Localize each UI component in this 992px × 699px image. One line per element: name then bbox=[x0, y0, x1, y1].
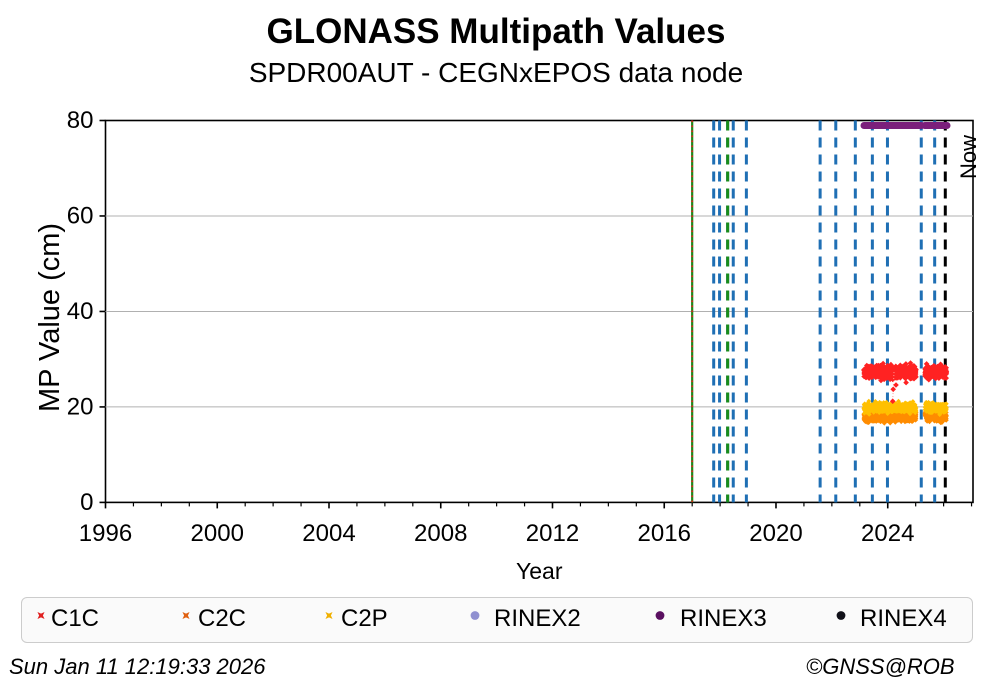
svg-text:60: 60 bbox=[67, 202, 94, 229]
svg-text:Year: Year bbox=[516, 558, 563, 584]
svg-text:2016: 2016 bbox=[638, 520, 691, 547]
svg-text:2008: 2008 bbox=[414, 520, 467, 547]
svg-text:2024: 2024 bbox=[861, 520, 914, 547]
svg-text:0: 0 bbox=[80, 489, 93, 516]
svg-text:2000: 2000 bbox=[191, 520, 244, 547]
svg-text:1996: 1996 bbox=[79, 520, 132, 547]
svg-text:80: 80 bbox=[67, 107, 94, 134]
svg-text:2012: 2012 bbox=[526, 520, 579, 547]
svg-text:2004: 2004 bbox=[302, 520, 355, 547]
svg-text:2020: 2020 bbox=[749, 520, 802, 547]
svg-text:20: 20 bbox=[67, 393, 94, 420]
svg-text:40: 40 bbox=[67, 298, 94, 325]
